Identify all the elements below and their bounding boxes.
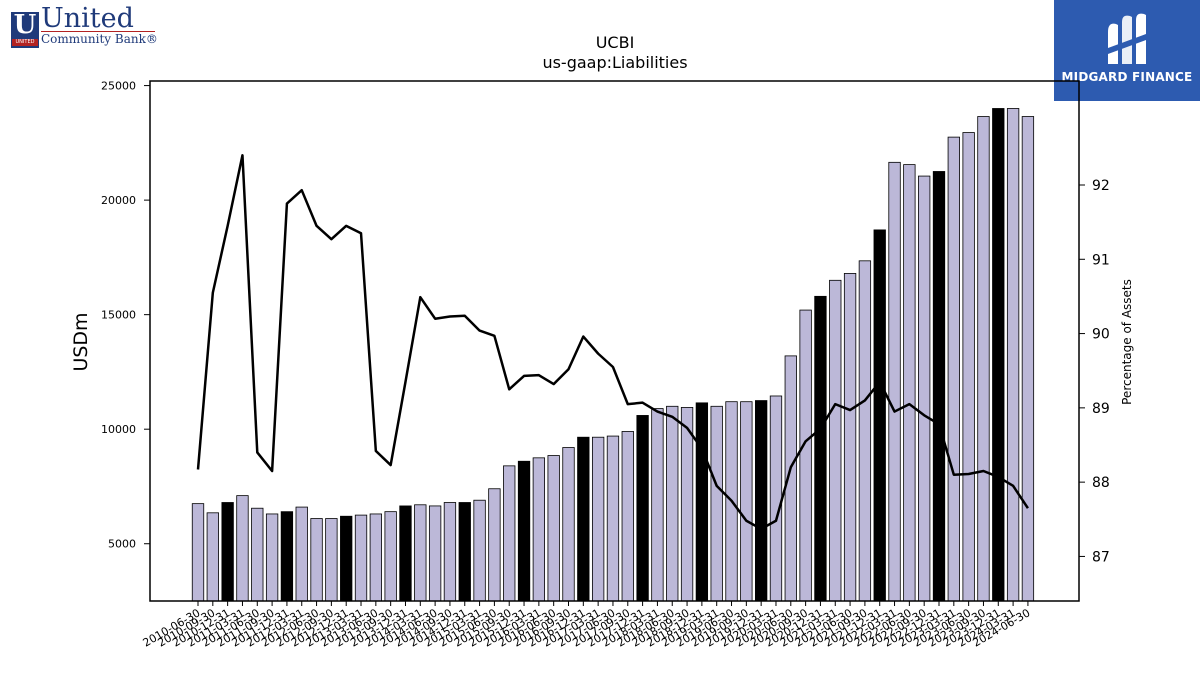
logo-emblem-badge: UNITED [12,39,38,46]
bar-2021-06-30 [843,273,857,602]
bar-2017-12-31 [636,415,649,602]
logo-emblem-letter: U [13,10,37,40]
bar-2010-09-30 [206,512,219,602]
bar-2021-12-31 [873,229,886,602]
logo-emblem: U UNITED [11,10,39,48]
bar-2011-06-30 [251,507,264,602]
bar-2014-12-31 [458,502,471,602]
y-tick-label-15000: 15000 [101,309,136,322]
bar-2019-03-31 [710,405,723,602]
logo-rule [41,31,155,32]
bar-2011-03-31 [236,495,249,602]
bar-2016-09-30 [562,447,575,602]
bar-2023-09-30 [977,116,990,602]
bar-2011-09-30 [265,513,279,602]
y2-tick-label-90: 90 [1092,327,1110,343]
bar-2012-09-30 [325,518,338,602]
bar-2019-12-31 [755,400,768,602]
bar-2013-06-30 [369,513,382,602]
bar-2024-03-31 [1006,108,1020,602]
bar-2014-06-30 [428,505,442,602]
bar-2011-12-31 [280,511,294,602]
bar-2016-12-31 [577,436,590,602]
bar-2016-03-31 [532,457,546,602]
bar-2021-09-30 [858,260,872,602]
bar-2015-09-30 [503,465,516,602]
bar-2013-03-31 [354,514,368,602]
chart-subtitle: us-gaap:Liabilities [542,53,687,72]
y2-tick-label-91: 91 [1092,252,1110,268]
midgard-finance-logo: MIDGARD FINANCE [1054,0,1200,101]
bar-2015-06-30 [488,488,501,602]
percentage-line [196,154,1029,531]
bar-2024-06-30 [1021,116,1035,602]
bar-2014-03-31 [414,504,427,602]
bar-2018-09-30 [680,407,694,602]
bar-2021-03-31 [829,279,842,602]
bar-2012-12-31 [340,515,353,602]
bar-2010-12-31 [221,502,234,602]
y2-tick-label-89: 89 [1092,401,1110,417]
bar-2020-03-31 [769,395,783,602]
bar-2016-06-30 [547,455,560,602]
bar-2018-03-31 [651,408,664,602]
y-tick-label-5000: 5000 [108,538,136,551]
bar-2018-12-31 [695,402,709,602]
bar-2012-03-31 [295,506,308,602]
line-layer [196,154,1029,531]
bar-2012-06-30 [310,518,323,602]
y2-tick-label-88: 88 [1092,475,1110,491]
logo-subtitle: Community Bank® [41,32,158,46]
bar-2015-12-31 [517,460,531,602]
bar-2020-12-31 [814,295,827,602]
plot-frame [149,80,1080,602]
bar-2023-06-30 [962,132,975,602]
bar-2022-06-30 [903,164,916,602]
bar-2017-03-31 [591,436,605,602]
logo-name: United [41,3,134,34]
bar-2023-12-31 [992,108,1005,602]
y2-tick-label-92: 92 [1092,178,1110,194]
y-tick-label-20000: 20000 [101,194,136,207]
bar-2017-06-30 [606,435,620,602]
y-tick-label-10000: 10000 [101,423,136,436]
bar-2010-06-30 [191,503,205,602]
bar-2022-03-31 [888,161,901,602]
y-axis-label: USDm [70,312,92,371]
bar-2018-06-30 [666,405,679,602]
bar-2013-12-31 [399,505,412,602]
bar-2017-09-30 [621,431,634,602]
y-tick-label-25000: 25000 [101,80,136,93]
bar-2022-12-31 [932,171,946,602]
midgard-mark-icon [1108,13,1146,65]
united-community-bank-logo: U UNITED United Community Bank® [5,3,165,48]
bars-layer [191,108,1035,602]
bar-2022-09-30 [918,175,931,602]
bar-2014-09-30 [443,502,457,602]
y2-tick-label-87: 87 [1092,549,1110,565]
chart-title: UCBI [596,33,635,52]
bar-2023-03-31 [947,136,960,602]
midgard-finance-wordmark: MIDGARD FINANCE [1061,70,1193,84]
y2-axis-label: Percentage of Assets [1120,279,1134,405]
axes-layer: 5000100001500020000250008788899091922010… [101,80,1110,650]
bar-2013-09-30 [384,511,397,602]
bar-2015-03-31 [473,499,486,602]
bar-2020-09-30 [799,309,812,602]
bar-2019-09-30 [740,401,753,602]
